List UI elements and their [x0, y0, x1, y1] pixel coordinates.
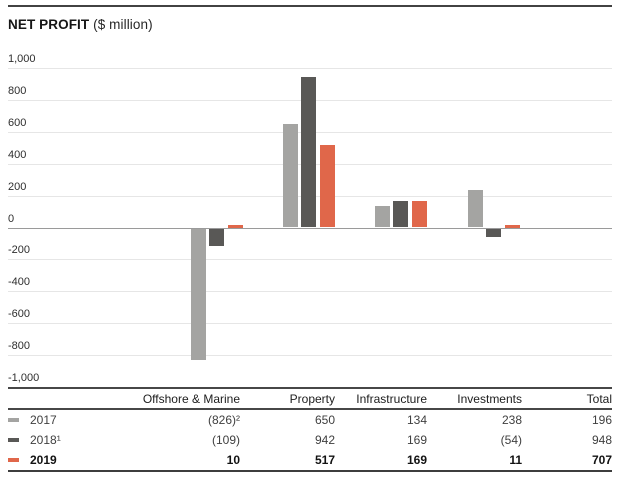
bar-2019-property [319, 145, 335, 228]
y-axis-tick-label: -1,000 [8, 372, 40, 384]
table-header-row: Offshore & Marine Property Infrastructur… [8, 389, 612, 410]
value-2019-property: 517 [314, 453, 335, 467]
net-profit-table: Offshore & Marine Property Infrastructur… [8, 387, 612, 472]
value-2017-infrastructure: 134 [406, 413, 427, 427]
value-2017-property: 650 [314, 413, 335, 427]
bar-2018-investments [486, 228, 501, 238]
header-cell-offshore-marine: Offshore & Marine [142, 391, 240, 406]
value-2018-offshore-marine: (109) [211, 433, 240, 447]
legend-swatch-2019 [8, 458, 19, 462]
gridline [8, 68, 612, 69]
legend-swatch-2017 [8, 418, 19, 422]
bar-2019-offshore-marine [227, 225, 243, 228]
bar-2018-infrastructure [393, 200, 408, 228]
y-axis-tick-label: 0 [8, 212, 15, 225]
value-2019-infrastructure: 169 [406, 453, 427, 467]
y-axis-tick-label: -800 [8, 340, 31, 353]
header-cell-investments: Investments [457, 391, 522, 406]
bar-2017-property [282, 123, 298, 228]
net-profit-bar-chart: 1,000 800 600 400 200 0 -200 -400 -600 -800 -1,000 [8, 53, 612, 389]
y-axis-tick-label: 200 [8, 180, 27, 193]
header-cell-total: Total [586, 391, 612, 406]
legend-cell-2017: 2017 [8, 413, 108, 427]
value-2018-investments: (54) [500, 433, 522, 447]
value-2018-infrastructure: 169 [406, 433, 427, 447]
bar-2017-investments [467, 189, 483, 228]
title-unit: ($ million) [93, 17, 153, 32]
y-axis-tick-label: 800 [8, 84, 27, 97]
bar-2018-offshore-marine [209, 228, 224, 246]
legend-label-2019: 2019 [30, 453, 57, 467]
value-2018-total: 948 [591, 433, 612, 447]
y-axis-tick-label: 1,000 [8, 53, 36, 65]
bar-2017-infrastructure [374, 206, 390, 228]
table-row-2018: 2018¹ (109) 942 169 (54) 948 [8, 430, 612, 450]
legend-cell-2019: 2019 [8, 453, 108, 467]
bar-2018-property [301, 77, 316, 228]
bar-2017-offshore-marine [190, 228, 206, 361]
y-axis-tick-label: -600 [8, 308, 31, 321]
table-row-2019: 2019 10 517 169 11 707 [8, 450, 612, 470]
y-axis-tick-label: 600 [8, 116, 27, 129]
value-2017-total: 196 [591, 413, 612, 427]
header-cell-property: Property [289, 391, 335, 406]
gridline [8, 259, 612, 261]
header-cell-infrastructure: Infrastructure [356, 391, 427, 406]
legend-label-2018: 2018¹ [30, 433, 61, 447]
zero-axis-line [8, 227, 612, 229]
value-2017-offshore-marine: (826)² [207, 413, 240, 427]
legend-cell-2018: 2018¹ [8, 433, 108, 447]
y-axis-tick-label: -400 [8, 276, 31, 289]
legend-label-2017: 2017 [30, 413, 57, 427]
y-axis-tick-label: -200 [8, 244, 31, 257]
page-title: NET PROFIT ($ million) [8, 17, 153, 32]
value-2018-property: 942 [314, 433, 335, 447]
legend-swatch-2018 [8, 438, 19, 442]
value-2019-offshore-marine: 10 [226, 453, 240, 467]
value-2019-total: 707 [591, 453, 612, 467]
gridline [8, 323, 612, 325]
title-main: NET PROFIT [8, 17, 90, 32]
value-2017-investments: 238 [501, 413, 522, 427]
table-row-2017: 2017 (826)² 650 134 238 196 [8, 410, 612, 430]
gridline [8, 291, 612, 293]
y-axis-tick-label: 400 [8, 148, 27, 161]
top-divider [8, 5, 612, 7]
bar-2019-infrastructure [411, 200, 427, 228]
bar-2019-investments [504, 225, 520, 228]
value-2019-investments: 11 [509, 453, 522, 467]
gridline [8, 355, 612, 357]
